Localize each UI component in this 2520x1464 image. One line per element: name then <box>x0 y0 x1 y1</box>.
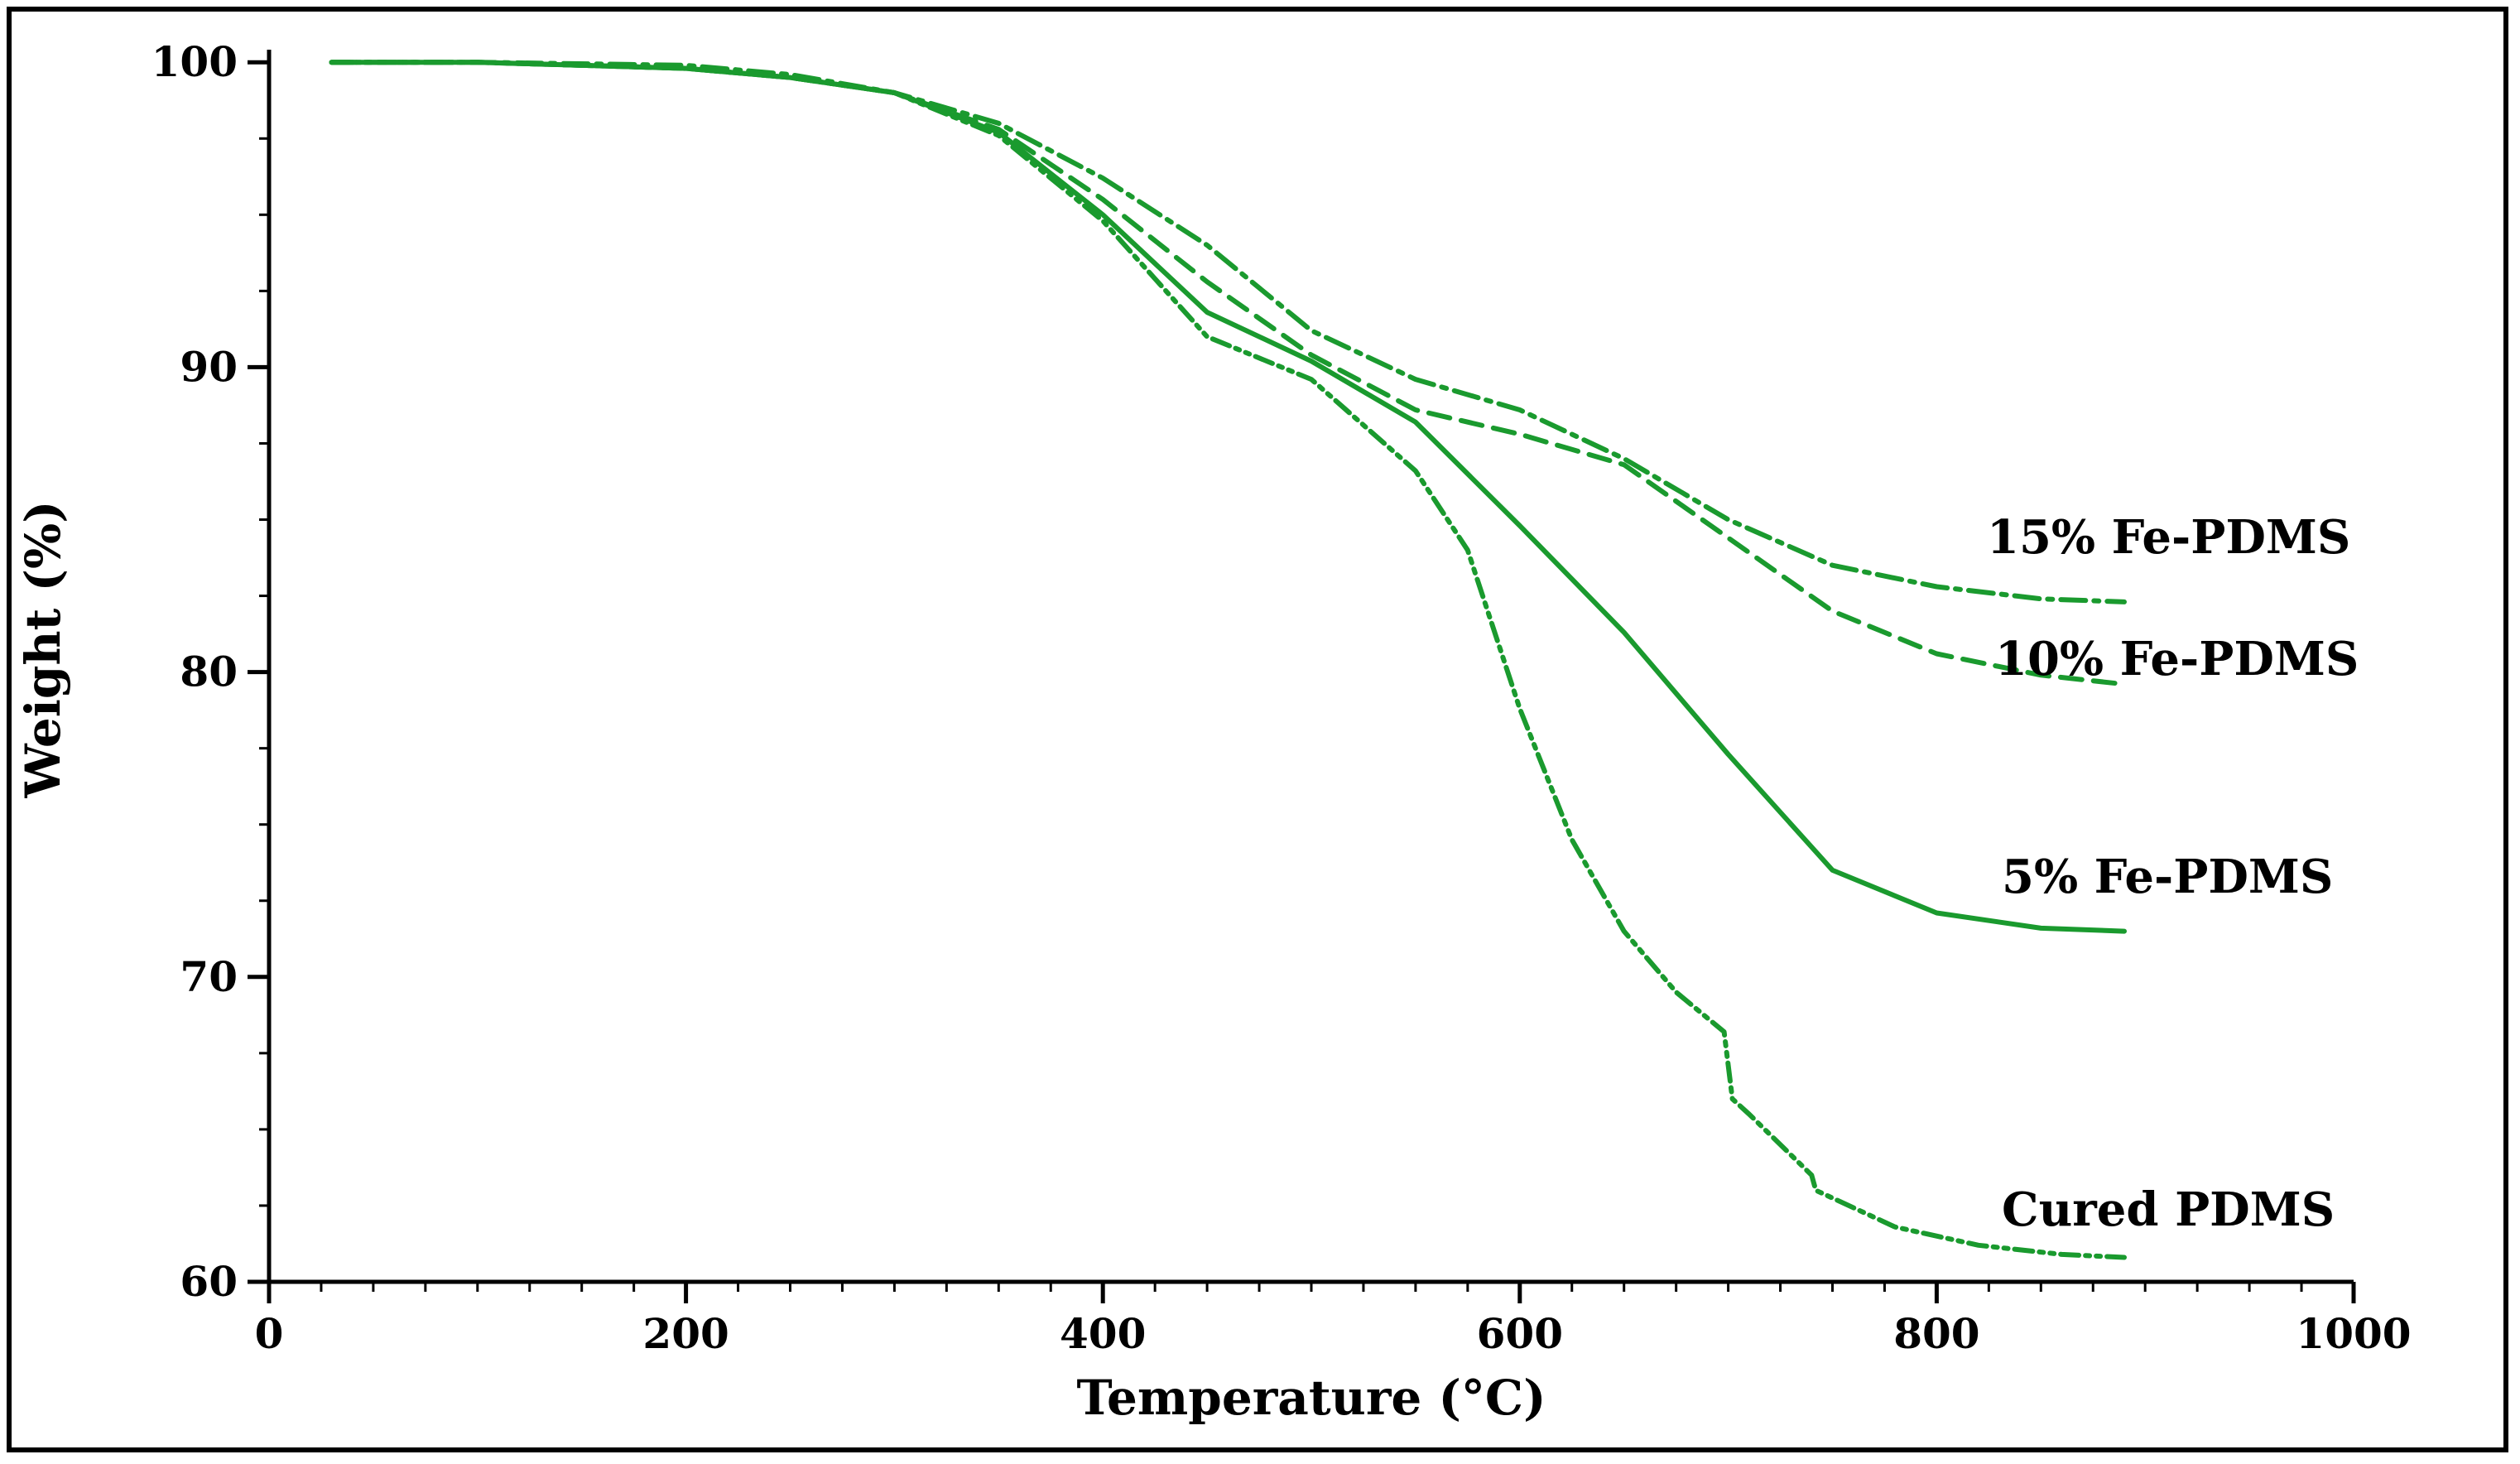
series-line-15-fe-pdms <box>329 60 2127 604</box>
x-tick-label: 200 <box>642 1309 729 1358</box>
series-label-cured-pdms: Cured PDMS <box>2002 1182 2335 1237</box>
series-label-10-fe-pdms: 10% Fe-PDMS <box>1995 632 2359 686</box>
series-labels: 15% Fe-PDMS 10% Fe-PDMS 5% Fe-PDMS Cured PD… <box>1987 510 2359 1237</box>
x-axis-title: Temperature (°C) <box>1076 1370 1546 1426</box>
x-tick-label: 1000 <box>2296 1309 2411 1358</box>
x-tick-label: 400 <box>1060 1309 1146 1358</box>
chart-frame <box>7 7 2508 1452</box>
series-line-10-fe-pdms <box>329 60 2127 687</box>
x-tick-label: 600 <box>1477 1309 1563 1358</box>
axes: 0 200 400 600 800 1000 60 70 80 90 100 <box>151 37 2412 1358</box>
y-ticks: 60 70 80 90 100 <box>151 37 269 1306</box>
x-tick-label: 800 <box>1893 1309 1979 1358</box>
series-line-5-fe-pdms <box>329 60 2127 934</box>
series-label-5-fe-pdms: 5% Fe-PDMS <box>2002 850 2333 904</box>
series-lines <box>329 60 2127 1260</box>
y-tick-label: 60 <box>180 1257 238 1306</box>
x-tick-label: 0 <box>255 1309 284 1358</box>
y-tick-label: 70 <box>180 952 238 1001</box>
y-axis-title: Weight (%) <box>15 500 71 798</box>
series-line-cured-pdms <box>329 60 2127 1260</box>
y-tick-label: 80 <box>180 648 238 696</box>
y-tick-label: 90 <box>180 342 238 391</box>
x-ticks: 0 200 400 600 800 1000 <box>255 1282 2412 1358</box>
y-tick-label: 100 <box>151 37 238 86</box>
series-label-15-fe-pdms: 15% Fe-PDMS <box>1987 510 2350 565</box>
